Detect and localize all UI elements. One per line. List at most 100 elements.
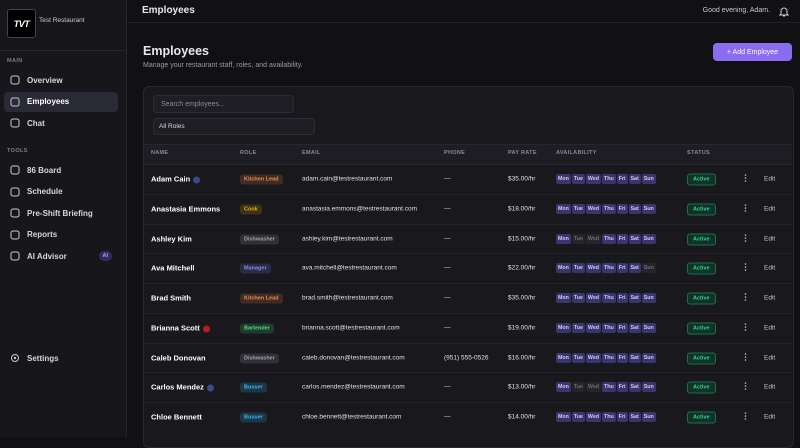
edit-button[interactable]: Edit [764, 205, 776, 213]
day-chip: Sun [641, 382, 656, 393]
row-menu[interactable] [744, 352, 747, 363]
day-chip: Sun [641, 322, 656, 333]
pay-rate-cell: $16.00/hr [508, 354, 535, 361]
role-cell: Cook [240, 204, 262, 215]
edit-button[interactable]: Edit [764, 175, 776, 183]
edit-button[interactable]: Edit [764, 324, 776, 332]
role-cell: Busser [240, 382, 267, 393]
edit-button[interactable]: Edit [764, 294, 776, 302]
topbar: Employees Good evening, Adam. [127, 0, 800, 23]
nav-settings[interactable]: Settings [4, 348, 118, 368]
day-chip: Thu [602, 352, 616, 363]
nav-label: AI Advisor [27, 251, 67, 261]
day-chip: Thu [602, 322, 616, 333]
role-select[interactable]: All Roles [153, 118, 315, 135]
edit-button[interactable]: Edit [764, 383, 776, 391]
column-header: ROLE [240, 150, 257, 156]
row-menu[interactable] [744, 233, 747, 244]
email: ava.mitchell@testrestaurant.com [302, 264, 397, 272]
nav-item[interactable]: Overview [4, 70, 118, 90]
row-menu[interactable] [744, 382, 747, 392]
edit-cell: Edit [764, 205, 775, 212]
email: chloe.bennett@testrestaurant.com [302, 413, 402, 421]
day-chip: Fri [616, 174, 628, 184]
phone-cell: — [444, 295, 451, 302]
page-title: Employees [143, 44, 210, 58]
day-chip: Sat [628, 174, 641, 184]
edit-button[interactable]: Edit [764, 413, 776, 421]
nav-item[interactable]: Chat [4, 113, 118, 133]
edit-cell: Edit [764, 265, 775, 272]
day-chip: Wed [585, 233, 602, 244]
nav-item[interactable]: AI Advisor AI [4, 246, 118, 266]
phone-cell: — [444, 265, 451, 272]
day-chip: Fri [616, 263, 628, 274]
nav-label: Settings [27, 353, 59, 363]
email: caleb.donovan@testrestaurant.com [302, 354, 405, 361]
row-menu[interactable] [744, 293, 747, 303]
pay-rate-cell: $14.00/hr [508, 414, 535, 421]
employee-name: Anastasia Emmons [151, 204, 221, 214]
nav-item[interactable]: 86 Board [4, 160, 118, 180]
table-header [144, 144, 792, 165]
column-header: PAY RATE [508, 150, 537, 156]
edit-cell: Edit [764, 384, 775, 391]
row-separator [144, 312, 792, 314]
day-chip: Mon [556, 203, 571, 214]
sidebar: TVT Test Restaurant Settings MAIN Overvie… [0, 0, 127, 437]
email: carlos.mendez@testrestaurant.com [302, 383, 405, 391]
edit-button[interactable]: Edit [764, 235, 776, 242]
row-menu[interactable] [744, 412, 747, 422]
row-menu[interactable] [744, 263, 747, 273]
nav-item[interactable]: Schedule [4, 182, 118, 202]
day-chip: Tue [571, 382, 585, 393]
row-menu-cell [744, 203, 747, 214]
add-employee-button[interactable]: + Add Employee [713, 43, 792, 61]
day-chip: Tue [571, 322, 585, 333]
day-chip: Tue [571, 412, 585, 422]
edit-button[interactable]: Edit [764, 354, 776, 361]
row-menu[interactable] [744, 203, 747, 214]
pay-rate: $35.00/hr [508, 175, 536, 183]
bell-icon[interactable] [779, 6, 789, 17]
status-badge: Active [687, 203, 716, 216]
row-menu-cell [744, 352, 747, 363]
nav-item[interactable]: Pre-Shift Briefing [4, 203, 118, 223]
phone: — [444, 324, 451, 332]
employee-badge [202, 325, 210, 333]
nav-icon [10, 165, 20, 175]
email-cell: ava.mitchell@testrestaurant.com [302, 265, 397, 272]
employee-name: Brianna Scott [151, 323, 200, 333]
status-badge: Active [687, 173, 716, 186]
day-chip: Sat [628, 263, 641, 274]
day-chip: Wed [585, 174, 602, 184]
role-badge: Kitchen Lead [240, 293, 283, 304]
day-chip: Mon [556, 382, 571, 393]
day-chip: Mon [556, 293, 571, 303]
row-menu[interactable] [744, 322, 747, 333]
day-chip: Sun [641, 293, 656, 303]
day-chip: Sun [641, 412, 656, 422]
employee-badge [193, 176, 201, 184]
employee-name-cell: Ava Mitchell [151, 264, 194, 273]
day-chip: Sat [628, 322, 641, 333]
role-cell: Kitchen Lead [240, 293, 283, 304]
email: anastasia.emmons@testrestaurant.com [302, 205, 417, 213]
status-cell: Active [687, 411, 716, 424]
pay-rate: $18.00/hr [508, 205, 536, 213]
row-menu[interactable] [744, 174, 747, 184]
pay-rate: $19.00/hr [508, 324, 536, 332]
nav-item[interactable]: Employees [4, 91, 118, 112]
search-input[interactable]: Search employees... [153, 95, 294, 113]
edit-button[interactable]: Edit [764, 264, 776, 272]
day-chip: Fri [616, 412, 628, 422]
phone: — [444, 235, 451, 242]
day-chip: Wed [585, 412, 602, 422]
edit-cell: Edit [764, 176, 775, 183]
pay-rate-cell: $18.00/hr [508, 205, 535, 212]
nav-item[interactable]: Reports [4, 225, 118, 245]
status-cell: Active [687, 322, 716, 335]
employee-badge [206, 384, 214, 392]
day-chip: Tue [571, 263, 585, 274]
availability-cell: Mon Tue Wed Thu Fri Sat Sun [556, 382, 657, 393]
